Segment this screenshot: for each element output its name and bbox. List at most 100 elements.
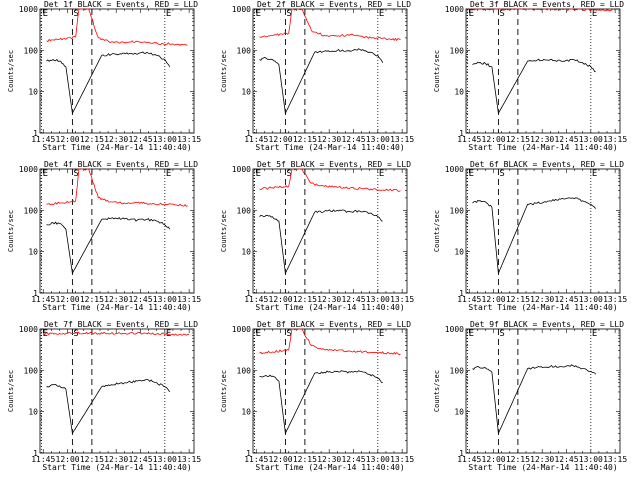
x-axis-label: Start Time (24-Mar-14 11:40:40) [255,303,404,312]
y-tick-label: 1 [33,129,38,138]
chart-title: Det 6f BLACK = Events, RED = LLD [470,160,624,169]
y-tick-label: 1000 [232,5,251,14]
y-axis-label: Counts/sec [220,210,228,252]
chart-title: Det 3f BLACK = Events, RED = LLD [470,0,624,9]
y-tick-label: 1 [246,129,251,138]
x-tick-label: 12:15 [293,295,317,304]
y-tick-label: 100 [24,366,39,375]
s-marker-label: S [499,9,504,19]
s-marker-label: S [73,9,78,19]
e-marker-label: E [379,329,384,339]
x-tick-label: 11:45 [457,295,481,304]
x-tick-label: 12:30 [104,455,128,464]
x-tick-label: 12:00 [482,135,506,144]
chart-title: Det 2f BLACK = Events, RED = LLD [257,0,411,9]
x-tick-label: 12:30 [530,455,554,464]
chart-title: Det 1f BLACK = Events, RED = LLD [44,0,198,9]
x-tick-label: 13:00 [366,135,390,144]
x-axis-label: Start Time (24-Mar-14 11:40:40) [255,463,404,472]
y-tick-label: 10 [454,248,464,257]
x-tick-label: 12:15 [80,455,104,464]
x-tick-label: 12:45 [341,295,365,304]
x-tick-label: 11:45 [31,295,55,304]
x-axis-label: Start Time (24-Mar-14 11:40:40) [42,303,191,312]
y-axis-label: Counts/sec [220,50,228,92]
y-tick-label: 100 [237,206,252,215]
x-axis-label: Start Time (24-Mar-14 11:40:40) [468,143,617,152]
chart-title: Det 7f BLACK = Events, RED = LLD [44,320,198,329]
y-axis-label: Counts/sec [433,210,441,252]
s-marker-label: S [286,169,291,179]
x-tick-label: 12:30 [104,295,128,304]
x-tick-label: 12:00 [269,295,293,304]
y-tick-label: 1000 [19,325,38,334]
e-marker-label: E [256,329,261,339]
x-tick-label: 12:00 [482,295,506,304]
y-tick-label: 1000 [445,165,464,174]
y-axis-label: Counts/sec [7,50,15,92]
x-tick-label: 12:30 [317,135,341,144]
x-tick-label: 11:45 [244,295,268,304]
e-marker-label: E [379,9,384,19]
x-tick-label: 12:45 [341,455,365,464]
x-tick-label: 11:45 [31,455,55,464]
chart-title: Det 9f BLACK = Events, RED = LLD [470,320,624,329]
x-tick-label: 13:00 [579,135,603,144]
x-tick-label: 13:00 [366,455,390,464]
chart-panel-4: Det 4f BLACK = Events, RED = LLD 1 10 100 10… [7,160,201,312]
x-tick-label: 13:00 [579,455,603,464]
e-marker-label: E [43,169,48,179]
y-tick-label: 1000 [232,165,251,174]
y-axis-label: Counts/sec [433,50,441,92]
x-tick-label: 13:15 [177,455,201,464]
y-tick-label: 1 [459,449,464,458]
x-tick-label: 12:15 [506,295,530,304]
e-marker-label: E [256,169,261,179]
x-tick-label: 12:30 [317,455,341,464]
y-tick-label: 10 [28,408,38,417]
y-tick-label: 1 [246,289,251,298]
y-tick-label: 10 [241,248,251,257]
x-tick-label: 12:15 [293,455,317,464]
plot-frame [252,8,408,134]
y-tick-label: 100 [237,366,252,375]
events-series-line [472,197,597,274]
y-tick-label: 1 [33,449,38,458]
x-tick-label: 12:00 [56,455,80,464]
chart-panel-2: Det 2f BLACK = Events, RED = LLD 1 10 100 10… [220,0,414,152]
x-tick-label: 12:30 [530,135,554,144]
events-series-line [46,216,171,275]
x-tick-label: 13:00 [579,295,603,304]
lld-series-line [259,8,401,42]
e-marker-label: E [592,329,597,339]
x-tick-label: 13:00 [153,135,177,144]
s-marker-label: S [73,329,78,339]
x-tick-label: 11:45 [244,455,268,464]
s-marker-label: S [73,169,78,179]
y-tick-label: 1 [33,289,38,298]
e-marker-label: E [469,169,474,179]
lld-series-line [259,328,401,356]
e-marker-label: E [256,9,261,19]
lld-series-line [46,168,188,207]
x-tick-label: 13:15 [390,455,414,464]
s-marker-label: S [499,169,504,179]
chart-panel-6: Det 6f BLACK = Events, RED = LLD 1 10 100 10… [433,160,627,312]
x-tick-label: 12:45 [554,455,578,464]
x-tick-label: 11:45 [457,135,481,144]
s-marker-label: S [286,329,291,339]
events-series-line [46,379,171,435]
y-tick-label: 100 [450,366,465,375]
plot-frame [465,168,621,294]
lld-series-line [469,8,616,12]
x-tick-label: 13:15 [390,135,414,144]
x-tick-label: 13:15 [390,295,414,304]
x-tick-label: 13:15 [603,455,627,464]
x-tick-label: 12:00 [56,135,80,144]
y-tick-label: 1 [246,449,251,458]
y-axis-label: Counts/sec [433,370,441,412]
e-marker-label: E [166,329,171,339]
x-tick-label: 13:00 [153,295,177,304]
x-tick-label: 12:45 [341,135,365,144]
x-tick-label: 12:45 [554,295,578,304]
